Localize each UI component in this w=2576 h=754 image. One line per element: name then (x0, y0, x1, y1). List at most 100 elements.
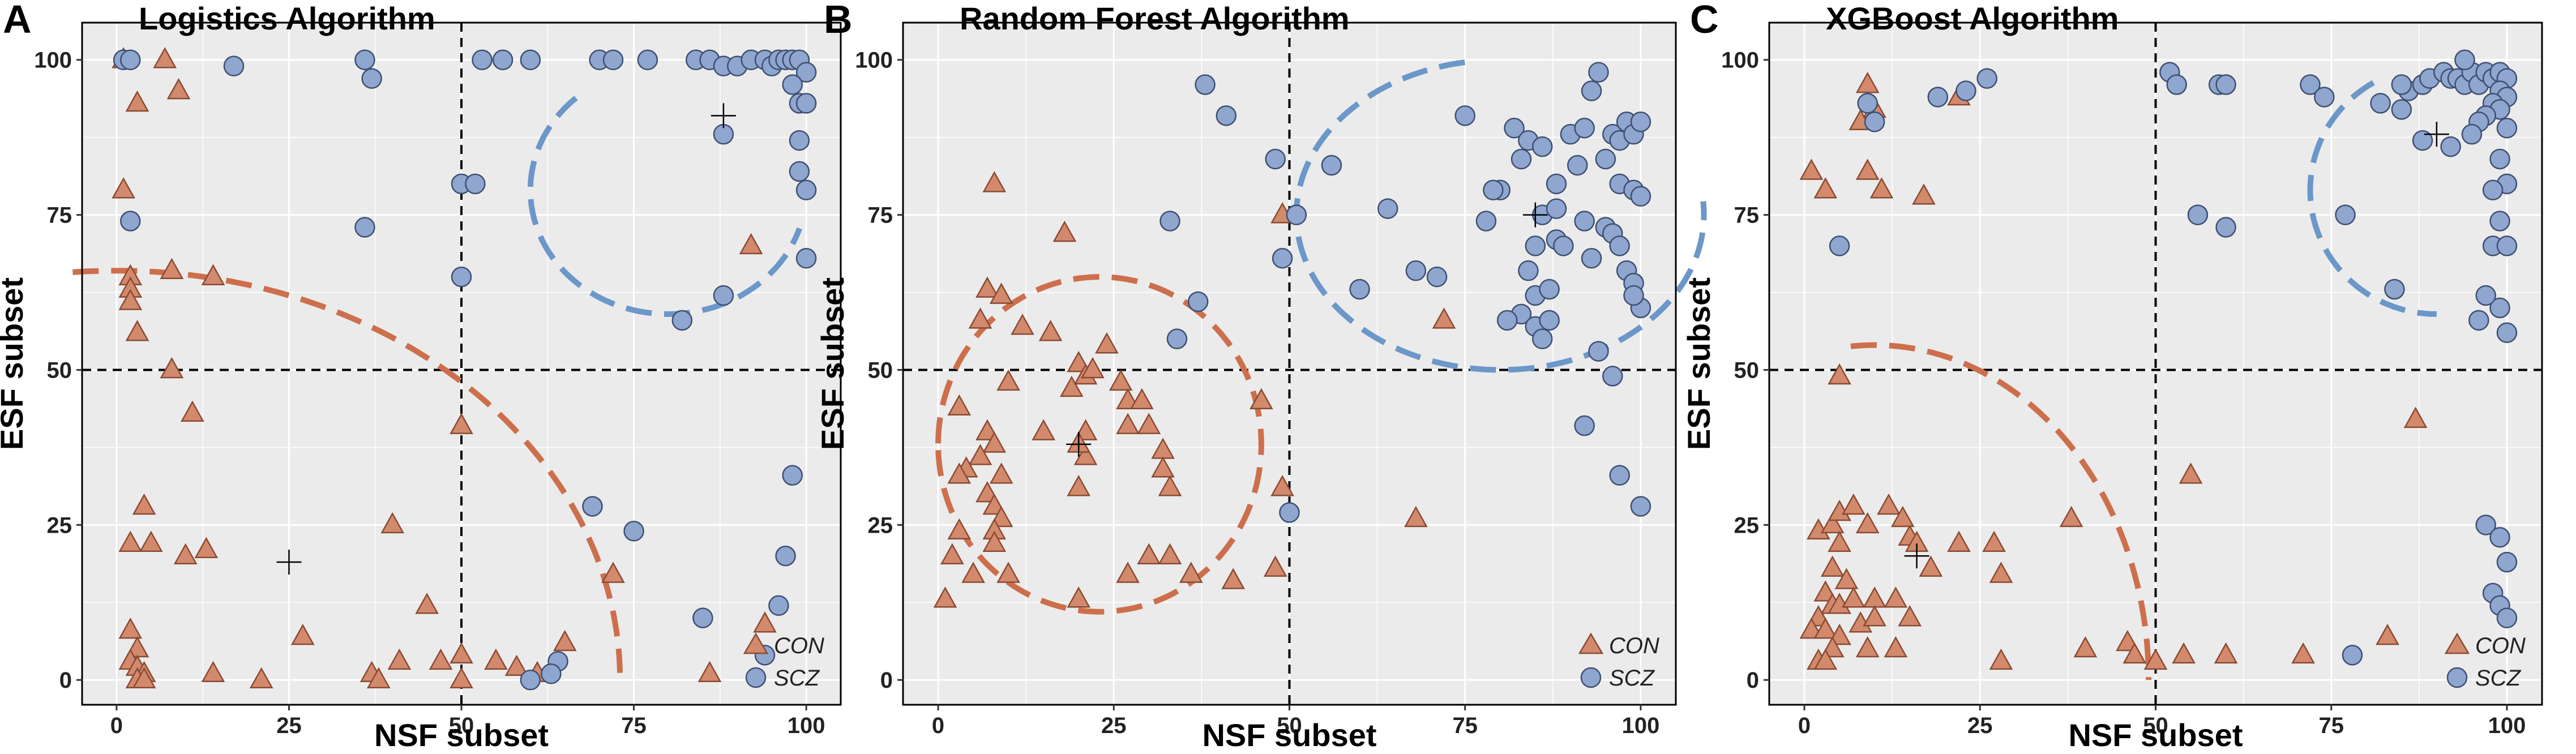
point-con (1116, 413, 1140, 434)
point-scz (1567, 155, 1588, 176)
point-con (1813, 648, 1838, 670)
x-tick-label: 0 (1798, 713, 1811, 738)
point-scz (582, 496, 603, 517)
point-con (996, 562, 1020, 583)
point-scz (1864, 112, 1885, 132)
point-con (947, 462, 972, 484)
point-scz (2496, 235, 2518, 256)
x-tick-label: 50 (449, 713, 474, 738)
point-con (1828, 530, 1851, 552)
point-scz (1187, 291, 1209, 312)
point-con (2073, 636, 2098, 658)
point-scz (789, 130, 810, 151)
point-con (166, 78, 191, 100)
point-con (982, 171, 1007, 192)
point-con (1067, 475, 1091, 496)
point-con (1813, 177, 1838, 199)
panel-title: Random Forest Algorithm (960, 1, 1350, 36)
legend-marker-scz (745, 667, 767, 688)
y-tick-label: 50 (1734, 358, 1760, 383)
point-scz (520, 669, 541, 691)
point-scz (795, 93, 817, 114)
point-scz (1426, 266, 1448, 288)
x-tick-label: 75 (2318, 713, 2344, 738)
point-scz (1349, 279, 1370, 300)
x-tick-label: 100 (788, 713, 825, 738)
point-con (1877, 493, 1901, 515)
point-con (1432, 307, 1456, 329)
point-con (1842, 493, 1865, 515)
point-scz (1623, 285, 1644, 306)
point-con (450, 667, 473, 688)
point-scz (637, 49, 658, 70)
point-scz (1955, 80, 1976, 101)
point-scz (1265, 148, 1286, 170)
point-scz (1531, 136, 1553, 157)
point-con (1898, 605, 1922, 627)
point-scz (472, 49, 493, 70)
point-scz (1272, 248, 1293, 269)
x-tick-label: 25 (1101, 713, 1127, 738)
point-scz (1504, 117, 1525, 139)
point-con (2291, 642, 2315, 664)
point-con (1828, 363, 1851, 385)
point-scz (671, 310, 693, 331)
point-scz (2187, 204, 2209, 225)
point-con (601, 562, 625, 583)
point-con (1842, 586, 1865, 608)
legend-marker-con (2444, 632, 2470, 654)
point-scz (1405, 260, 1427, 281)
point-scz (2412, 130, 2433, 151)
point-con (194, 537, 219, 558)
point-scz (2489, 211, 2510, 232)
point-scz (2370, 93, 2391, 114)
point-con (947, 518, 972, 540)
point-con (366, 667, 391, 688)
point-con (753, 611, 777, 633)
point-con (1884, 586, 1908, 608)
point-scz (2489, 297, 2510, 319)
point-con (1179, 562, 1203, 583)
x-tick-label: 100 (2488, 713, 2526, 738)
legend-label-scz: SCZ (774, 666, 820, 691)
point-con (940, 543, 964, 564)
point-scz (1546, 173, 1567, 195)
point-scz (465, 173, 486, 195)
point-scz (1976, 68, 1997, 89)
point-scz (1531, 328, 1553, 349)
point-scz (2461, 123, 2483, 145)
y-tick-label: 50 (868, 358, 893, 383)
point-con (125, 320, 149, 341)
point-scz (1496, 310, 1518, 331)
point-scz (1475, 211, 1497, 232)
x-tick-label: 25 (1967, 713, 1993, 738)
point-scz (120, 49, 141, 70)
point-con (1890, 505, 1915, 528)
legend-marker-scz (1580, 667, 1602, 688)
x-tick-label: 25 (276, 713, 302, 738)
point-scz (1857, 93, 1878, 114)
point-scz (2489, 526, 2510, 548)
x-axis-title: NSF subset (2068, 717, 2243, 753)
point-scz (541, 663, 562, 684)
point-scz (1510, 148, 1532, 170)
point-scz (223, 55, 245, 76)
point-scz (354, 217, 375, 238)
y-tick-label: 25 (868, 513, 893, 538)
y-tick-label: 75 (868, 203, 893, 228)
point-scz (2468, 310, 2489, 331)
point-con (160, 258, 184, 279)
point-scz (2391, 74, 2412, 95)
point-scz (120, 211, 141, 232)
y-tick-label: 75 (1734, 203, 1760, 228)
panel-letter: B (824, 0, 853, 41)
point-scz (492, 49, 514, 70)
point-scz (1829, 235, 1850, 256)
point-scz (1574, 415, 1595, 436)
panel-title: Logistics Algorithm (139, 1, 435, 36)
point-con (1404, 505, 1428, 528)
point-con (153, 47, 177, 68)
point-con (989, 282, 1013, 304)
y-axis-title: ESF subset (0, 277, 29, 450)
